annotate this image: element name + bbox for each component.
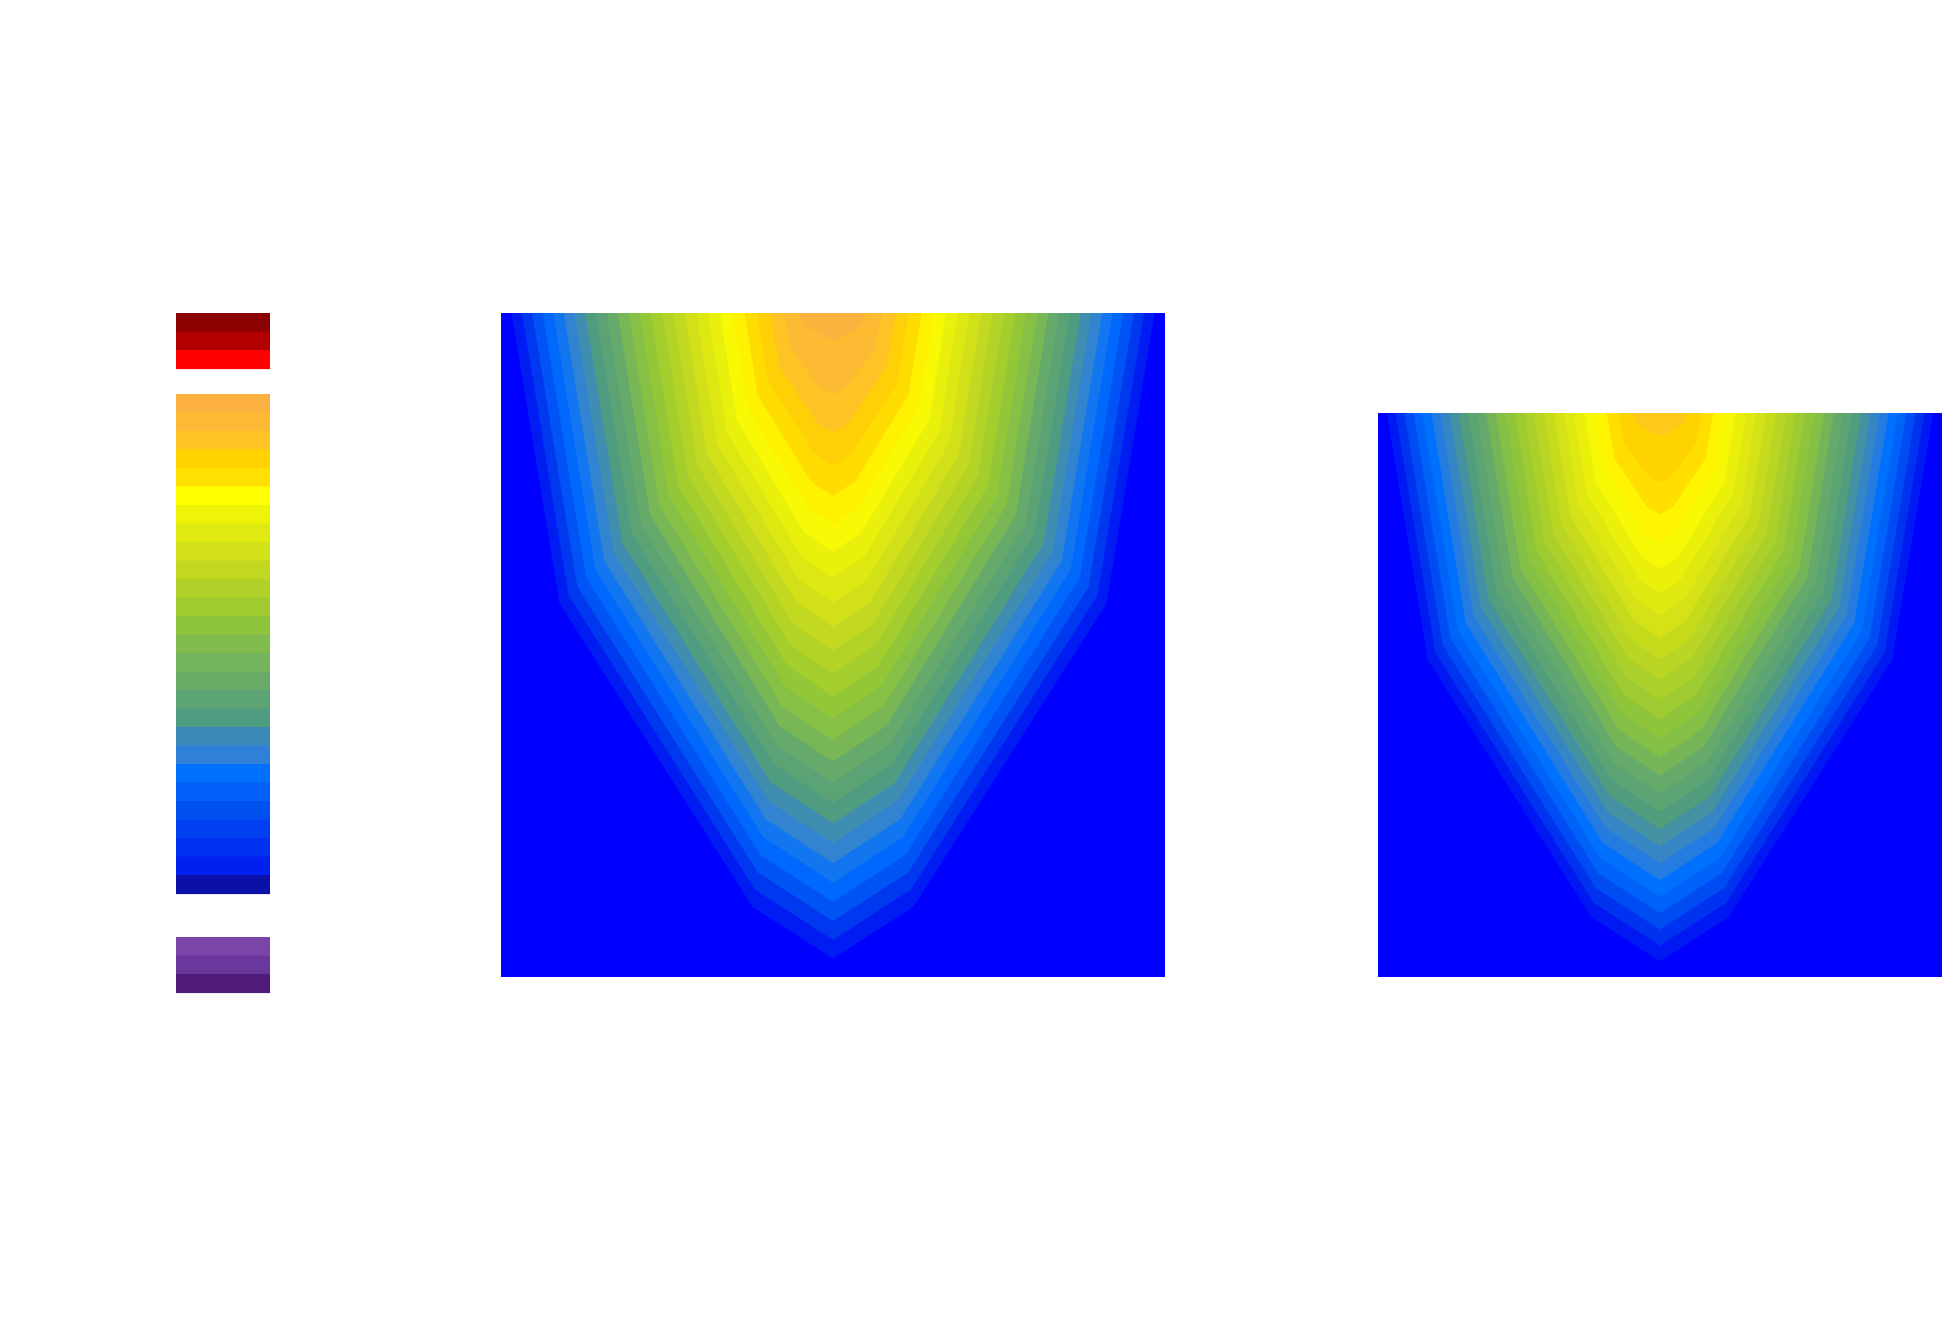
colorbar-swatch (176, 727, 270, 747)
colorbar-swatch (176, 486, 270, 506)
colorbar-swatch (176, 634, 270, 654)
colorbar-swatch (176, 856, 270, 876)
colorbar-swatch (176, 542, 270, 562)
colorbar-extra-swatch (176, 955, 270, 975)
colorbar-swatch (176, 801, 270, 821)
colorbar-swatch (176, 394, 270, 414)
contour-band (799, 313, 867, 340)
colorbar-swatch (176, 653, 270, 673)
colorbar-swatch (176, 431, 270, 451)
contour-panel-right (1378, 413, 1942, 977)
colorbar-swatch (176, 782, 270, 802)
colorbar-swatch (176, 597, 270, 617)
colorbar-swatch (176, 616, 270, 636)
contour-band (1618, 413, 1702, 483)
colorbar-over-swatch (176, 350, 270, 370)
colorbar-swatch (176, 412, 270, 432)
contour-band (783, 313, 883, 395)
colorbar-swatch (176, 690, 270, 710)
colorbar-swatch (176, 708, 270, 728)
colorbar-swatch (176, 505, 270, 525)
colorbar-swatch (176, 671, 270, 691)
contour-panel-left (501, 313, 1165, 977)
colorbar-swatch (176, 468, 270, 488)
colorbar (176, 313, 270, 994)
contour-band (1631, 413, 1689, 436)
colorbar-swatch (176, 560, 270, 580)
colorbar-swatch (176, 819, 270, 839)
colorbar-swatch (176, 838, 270, 858)
colorbar-over-swatch (176, 331, 270, 351)
colorbar-swatch (176, 523, 270, 543)
colorbar-over-swatch (176, 313, 270, 333)
colorbar-swatch (176, 764, 270, 784)
colorbar-extra-swatch (176, 974, 270, 994)
colorbar-extra-swatch (176, 937, 270, 957)
colorbar-under-swatch (176, 875, 270, 895)
colorbar-swatch (176, 579, 270, 599)
colorbar-swatch (176, 449, 270, 469)
colorbar-swatch (176, 745, 270, 765)
